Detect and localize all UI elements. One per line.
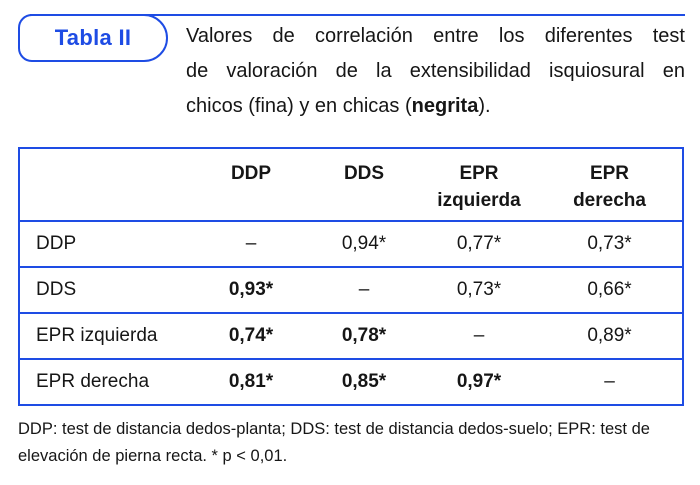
- correlation-cell: –: [358, 279, 370, 300]
- column-header: EPR izquierda: [437, 163, 521, 211]
- column-header: EPR derecha: [573, 163, 646, 211]
- correlation-cell: 0,78*: [341, 325, 387, 346]
- corner-cell: [19, 148, 195, 221]
- column-header: DDP: [230, 163, 272, 184]
- row-label: EPR izquierda: [36, 325, 158, 346]
- title-line-2: de valoración de la extensibilidad isqui…: [186, 60, 685, 82]
- correlation-cell: 0,73*: [587, 233, 632, 254]
- correlation-cell: 0,74*: [228, 325, 274, 346]
- table-row: EPR derecha 0,81* 0,85* 0,97* –: [19, 359, 683, 405]
- title-line-3-text: chicos (fina) y en chicas (: [186, 95, 412, 117]
- title-line-1: Valores de correlación entre los diferen…: [186, 25, 685, 47]
- correlation-cell: 0,81*: [228, 371, 274, 392]
- correlation-cell: 0,89*: [587, 325, 632, 346]
- footnote-line-1: DDP: test de distancia dedos-planta; DDS…: [18, 420, 650, 438]
- figure-title: Valores de correlación entre los diferen…: [186, 19, 685, 124]
- correlation-cell: 0,93*: [228, 279, 274, 300]
- table-row: DDS 0,93* – 0,73* 0,66*: [19, 267, 683, 313]
- footnote-line-2: elevación de pierna recta. * p < 0,01.: [18, 447, 288, 465]
- correlation-cell: 0,94*: [341, 233, 387, 254]
- table-header-row: DDP DDS EPR izquierda EPR derecha: [19, 148, 683, 221]
- correlation-cell: –: [473, 325, 485, 346]
- header-rule: [30, 14, 685, 16]
- title-line-3-end: ).: [478, 95, 491, 117]
- correlation-table: DDP DDS EPR izquierda EPR derecha DDP – 0,94*…: [18, 147, 684, 406]
- table-badge: Tabla II: [18, 14, 168, 62]
- title-line-3: chicos (fina) y en chicas (negrita).: [186, 89, 685, 124]
- title-bold-word: negrita: [411, 95, 479, 117]
- row-label: DDP: [36, 233, 77, 254]
- table-footnote: DDP: test de distancia dedos-planta; DDS…: [18, 416, 686, 470]
- row-label: EPR derecha: [36, 371, 150, 392]
- correlation-cell: –: [245, 233, 257, 254]
- table-row: DDP – 0,94* 0,77* 0,73*: [19, 221, 683, 267]
- correlation-cell: 0,73*: [456, 279, 502, 300]
- correlation-cell: 0,77*: [456, 233, 502, 254]
- correlation-cell: 0,97*: [456, 371, 502, 392]
- table-badge-label: Tabla II: [54, 25, 132, 50]
- column-header: DDS: [343, 163, 385, 184]
- row-label: DDS: [36, 279, 77, 300]
- correlation-table-body: DDP – 0,94* 0,77* 0,73* DDS 0,93* – 0,73* 0,66* EP…: [19, 221, 683, 405]
- correlation-cell: 0,66*: [587, 279, 632, 300]
- table-row: EPR izquierda 0,74* 0,78* – 0,89*: [19, 313, 683, 359]
- correlation-cell: 0,85*: [341, 371, 387, 392]
- correlation-cell: –: [604, 371, 615, 392]
